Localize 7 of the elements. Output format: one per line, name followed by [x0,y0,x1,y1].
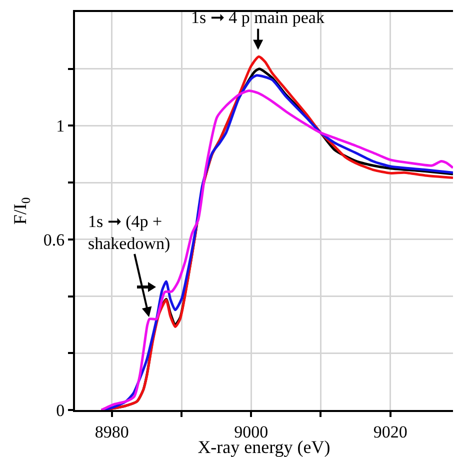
x-tick-label: 9020 [373,422,408,442]
y-tick-label: 0 [56,400,65,420]
y-tick-label: 0.6 [43,230,65,250]
y-tick-label: 1 [56,116,65,136]
annotation: 1s ➞ (4p + shakedown) [88,212,170,254]
x-tick-label: 8980 [94,422,129,442]
annotation: 1s ➞ 4 p main peak [191,8,325,27]
